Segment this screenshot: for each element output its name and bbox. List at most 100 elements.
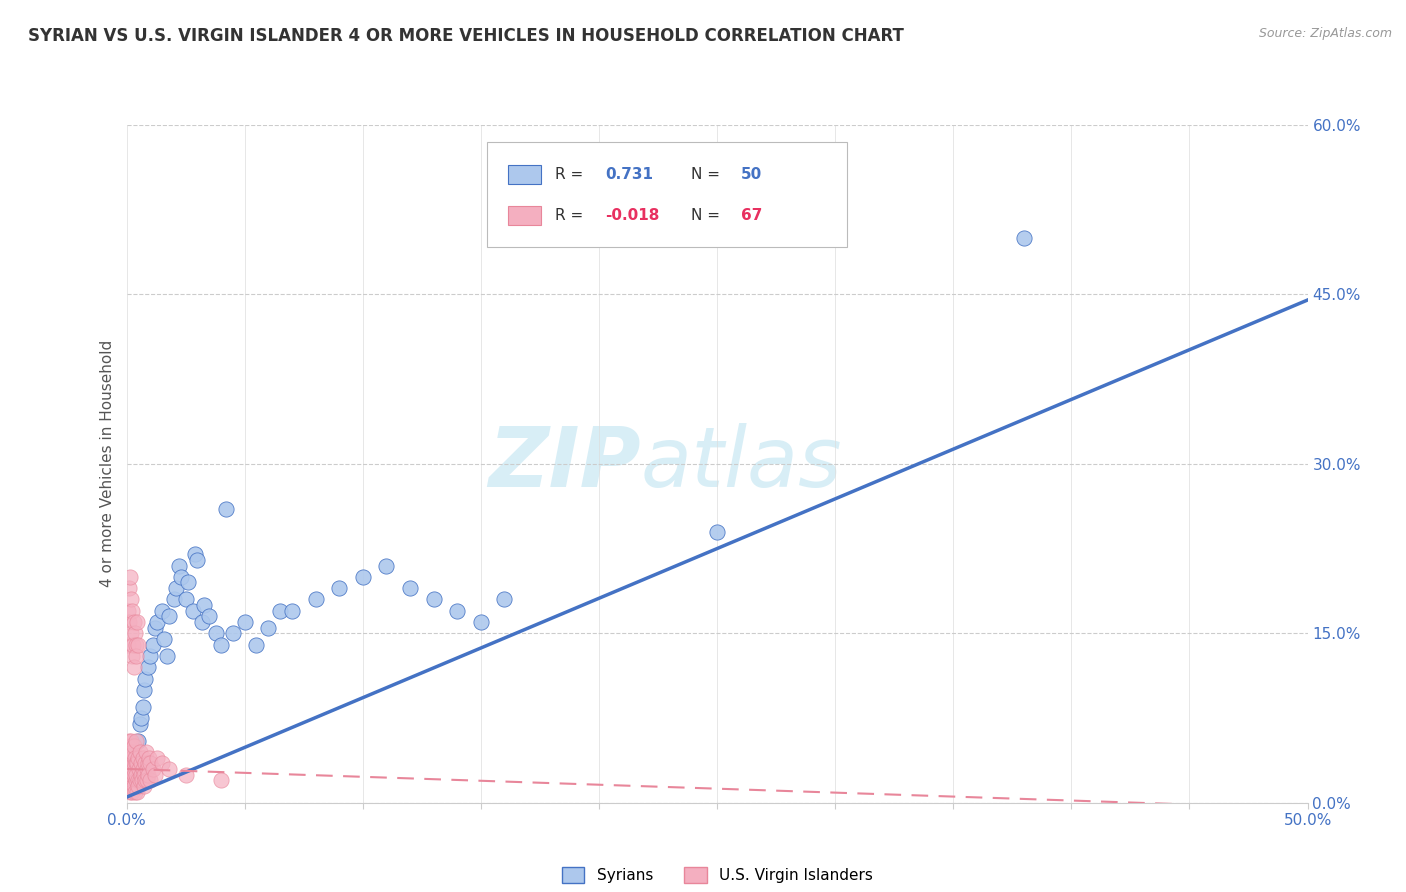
Point [129, 756, 152, 771]
Point [215, 502, 238, 516]
Point [118, 745, 141, 759]
Point [269, 604, 291, 618]
Point [129, 711, 152, 725]
Point [127, 615, 149, 629]
Point [198, 609, 221, 624]
Point [120, 570, 142, 584]
Point [1012, 231, 1035, 245]
Text: Source: ZipAtlas.com: Source: ZipAtlas.com [1258, 27, 1392, 40]
Point [122, 767, 145, 781]
Point [233, 615, 256, 629]
Point [120, 733, 142, 747]
Point [167, 558, 190, 573]
Point [181, 604, 204, 618]
Point [125, 750, 148, 764]
Text: N =: N = [692, 208, 720, 222]
Point [117, 773, 139, 788]
Point [127, 779, 149, 793]
Text: R =: R = [555, 208, 583, 222]
Point [139, 756, 162, 771]
Point [153, 632, 176, 646]
Point [125, 648, 148, 663]
Point [134, 779, 156, 793]
Point [124, 784, 146, 798]
Point [170, 570, 193, 584]
Point [124, 626, 146, 640]
Point [186, 553, 208, 567]
Point [121, 767, 143, 781]
Point [134, 773, 156, 788]
Point [132, 699, 155, 714]
Point [174, 767, 197, 781]
Point [120, 762, 142, 776]
Point [257, 621, 280, 635]
Text: atlas: atlas [640, 424, 842, 504]
Text: 50: 50 [741, 167, 762, 182]
Point [157, 762, 180, 776]
Point [125, 756, 148, 771]
Point [136, 660, 159, 674]
Point [117, 638, 139, 652]
Point [120, 592, 142, 607]
Point [129, 767, 152, 781]
Point [706, 524, 728, 539]
Point [121, 750, 143, 764]
Point [222, 626, 245, 640]
Point [136, 773, 159, 788]
Point [399, 581, 422, 595]
Point [118, 581, 141, 595]
Y-axis label: 4 or more Vehicles in Household: 4 or more Vehicles in Household [100, 340, 115, 588]
Point [422, 592, 444, 607]
Point [494, 592, 516, 607]
Point [118, 779, 141, 793]
Point [131, 750, 153, 764]
Point [209, 773, 232, 788]
Point [470, 615, 492, 629]
Text: ZIP: ZIP [488, 424, 640, 504]
Point [127, 773, 149, 788]
Point [117, 739, 139, 754]
Point [120, 750, 142, 764]
Point [156, 648, 179, 663]
Point [375, 558, 398, 573]
Point [141, 762, 163, 776]
Point [122, 762, 145, 776]
Point [122, 615, 145, 629]
Point [118, 773, 141, 788]
Point [124, 750, 146, 764]
Point [128, 762, 150, 776]
Text: -0.018: -0.018 [605, 208, 659, 222]
Point [205, 626, 228, 640]
Point [122, 756, 145, 771]
Point [209, 638, 232, 652]
Point [138, 750, 160, 764]
Text: 0.731: 0.731 [605, 167, 652, 182]
Point [134, 756, 156, 771]
Point [127, 638, 149, 652]
Text: 67: 67 [741, 208, 762, 222]
Point [117, 767, 139, 781]
Point [134, 682, 156, 697]
Point [122, 762, 145, 776]
Point [121, 773, 143, 788]
Point [138, 773, 160, 788]
Point [121, 604, 143, 618]
Point [122, 779, 145, 793]
Text: SYRIAN VS U.S. VIRGIN ISLANDER 4 OR MORE VEHICLES IN HOUSEHOLD CORRELATION CHART: SYRIAN VS U.S. VIRGIN ISLANDER 4 OR MORE… [28, 27, 904, 45]
Point [446, 604, 468, 618]
Point [163, 592, 186, 607]
Point [128, 773, 150, 788]
Point [281, 604, 304, 618]
Point [193, 598, 215, 612]
Legend: Syrians, U.S. Virgin Islanders: Syrians, U.S. Virgin Islanders [561, 867, 873, 883]
Point [127, 756, 149, 771]
Point [139, 648, 162, 663]
Point [143, 767, 166, 781]
Text: R =: R = [555, 167, 583, 182]
Point [184, 547, 207, 561]
Point [146, 750, 169, 764]
Point [143, 621, 166, 635]
Point [131, 773, 153, 788]
Point [120, 767, 142, 781]
Bar [508, 205, 541, 225]
